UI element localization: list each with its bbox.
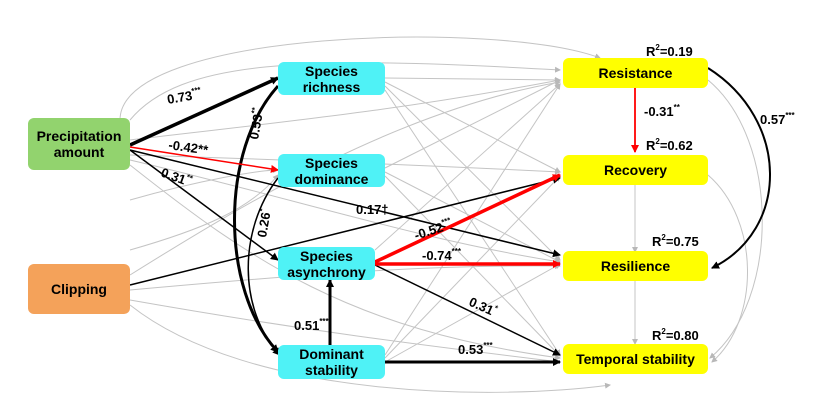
label-precip-asynchrony: 0.31** <box>159 164 195 190</box>
label-precip-recovery: 0.17† <box>356 202 389 217</box>
node-dominant-stability: Dominant stability <box>278 345 385 379</box>
r2-resistance: R2=0.19 <box>646 43 693 59</box>
node-resistance: Resistance <box>563 58 708 88</box>
node-species-asynchrony: Species asynchrony <box>278 247 375 280</box>
label-precip-richness: 0.73*** <box>166 85 204 107</box>
r2-temporal: R2=0.80 <box>652 327 699 343</box>
path-precip-dominance <box>129 146 279 173</box>
node-recovery: Recovery <box>563 155 708 185</box>
label-resistance-resilience: 0.57*** <box>760 111 796 127</box>
r2-resilience: R2=0.75 <box>652 233 699 249</box>
path-resistance-resilience <box>707 67 771 269</box>
path-clipping-recovery <box>129 175 561 286</box>
node-temporal-stability: Temporal stability <box>563 344 708 374</box>
r2-recovery: R2=0.62 <box>646 137 693 153</box>
path-precip-asynchrony <box>129 149 279 261</box>
path-asynchrony-temporal <box>374 264 561 356</box>
label-stability-asynchrony: 0.51*** <box>294 317 330 333</box>
path-precip-richness <box>129 76 279 147</box>
label-resistance-recovery: -0.31** <box>644 103 681 119</box>
node-species-dominance: Species dominance <box>278 154 385 187</box>
node-clipping: Clipping <box>28 264 130 314</box>
label-asynchrony-temporal: 0.31* <box>467 293 500 320</box>
path-asynchrony-recovery <box>374 173 561 264</box>
path-richness-stability <box>233 84 280 354</box>
node-species-richness: Species richness <box>278 62 385 95</box>
label-asynchrony-resilience: -0.74*** <box>422 247 462 263</box>
path-dominance-stability <box>247 177 281 356</box>
label-precip-dominance: -0.42** <box>168 137 210 158</box>
node-resilience: Resilience <box>563 251 708 281</box>
label-dominance-stability: 0.26* <box>253 207 274 239</box>
label-stability-temporal: 0.53*** <box>458 341 494 357</box>
label-richness-stability: 0.53** <box>245 106 266 141</box>
path-precip-recovery <box>129 149 561 258</box>
node-precipitation-amount: Precipitation amount <box>28 118 130 170</box>
